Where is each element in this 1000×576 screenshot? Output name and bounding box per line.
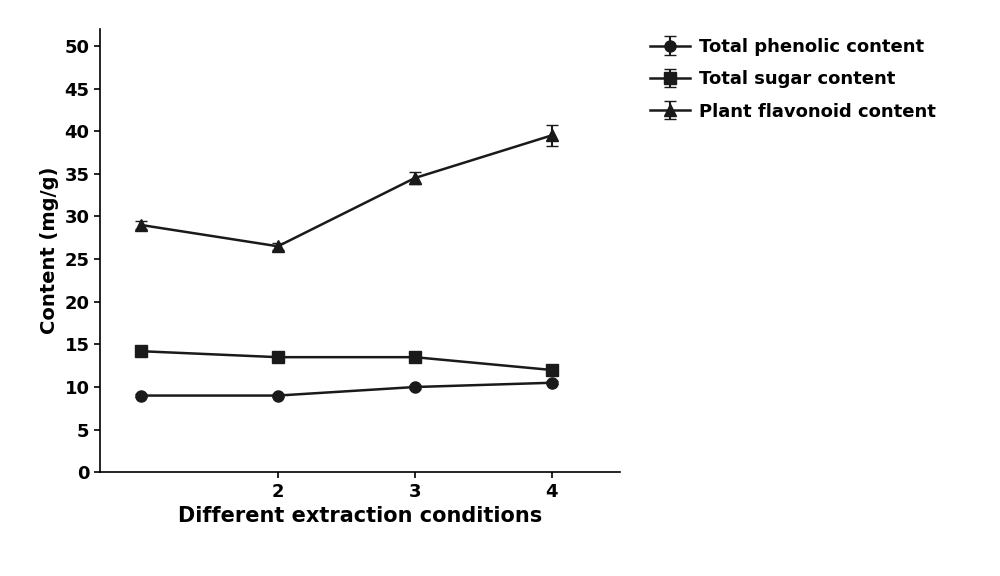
- Legend: Total phenolic content, Total sugar content, Plant flavonoid content: Total phenolic content, Total sugar cont…: [650, 38, 935, 121]
- Y-axis label: Content (mg/g): Content (mg/g): [40, 167, 59, 334]
- X-axis label: Different extraction conditions: Different extraction conditions: [178, 506, 542, 526]
